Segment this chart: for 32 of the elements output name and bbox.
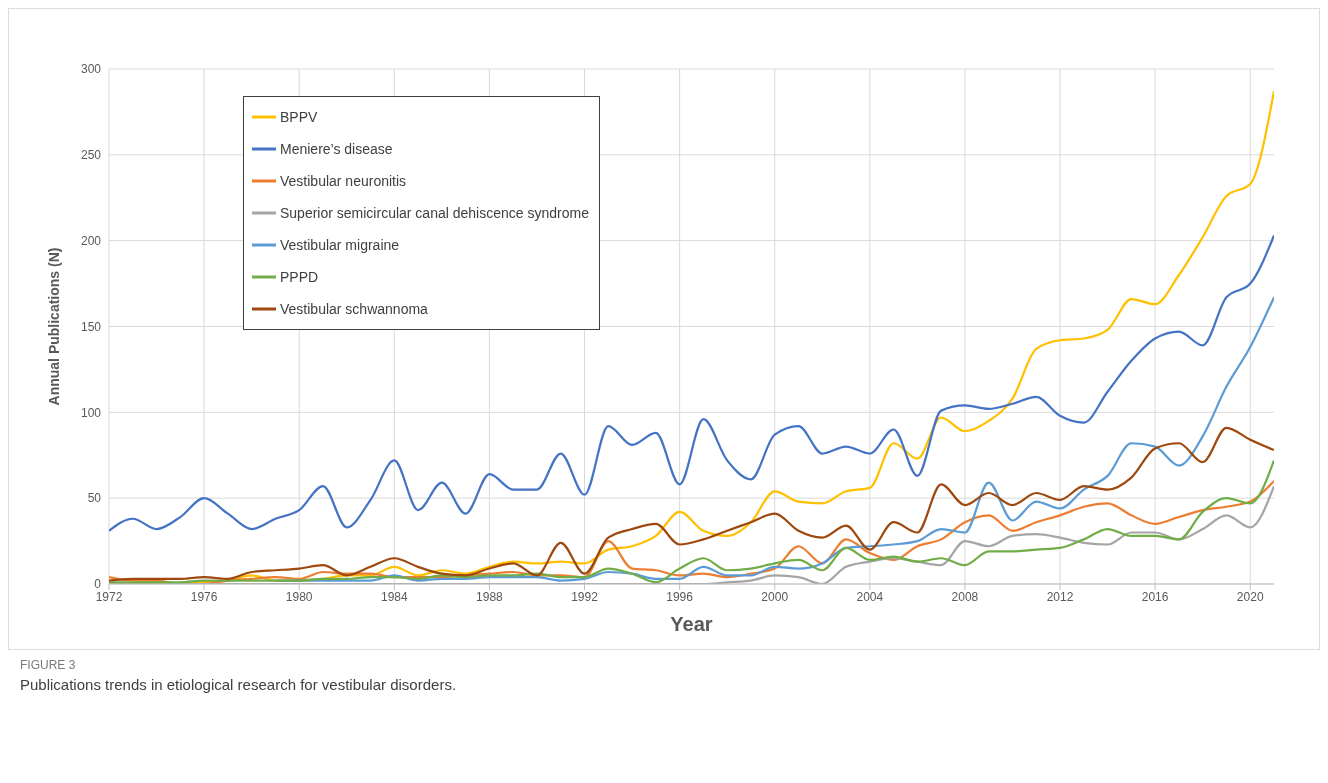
line-series [109,234,1274,532]
y-axis-title: Annual Publications (N) [45,247,62,406]
y-tick-label: 150 [80,319,102,334]
x-tick-label: 2012 [1046,589,1074,604]
legend-label: Superior semicircular canal dehiscence syndrome [280,205,589,221]
text: Publications trends in etiological research for vestibular disorders. [20,676,458,693]
x-tick-label: 1972 [95,589,123,604]
y-tick-label: 250 [80,148,102,163]
legend-label: BPPV [280,109,318,125]
legend-label: Vestibular migraine [280,237,400,253]
x-tick-label: 1984 [380,589,408,604]
x-tick-label: 1980 [285,589,313,604]
x-tick-label: 1992 [571,589,599,604]
legend-label: Vestibular neuronitis [280,173,407,189]
y-tick-label: 0 [94,577,102,592]
x-tick-label: 2004 [856,589,884,604]
y-tick-label: 50 [87,491,102,506]
legend-label: Meniere’s disease [280,141,393,157]
y-tick-label: 100 [80,405,102,420]
y-tick-label: 200 [80,233,102,248]
x-tick-label: 1976 [190,589,218,604]
x-tick-label: 1988 [476,589,504,604]
x-tick-label: 2020 [1236,589,1264,604]
legend-label: PPPD [280,269,319,285]
y-tick-label: 300 [80,62,102,77]
legend-label: Vestibular schwannoma [280,301,428,317]
caption: FIGURE 3 [20,658,77,672]
x-tick-label: 2008 [951,589,979,604]
x-axis-title: Year [670,613,713,635]
x-tick-label: 2000 [761,589,789,604]
x-tick-label: 2016 [1141,589,1169,604]
x-tick-label: 1996 [666,589,694,604]
